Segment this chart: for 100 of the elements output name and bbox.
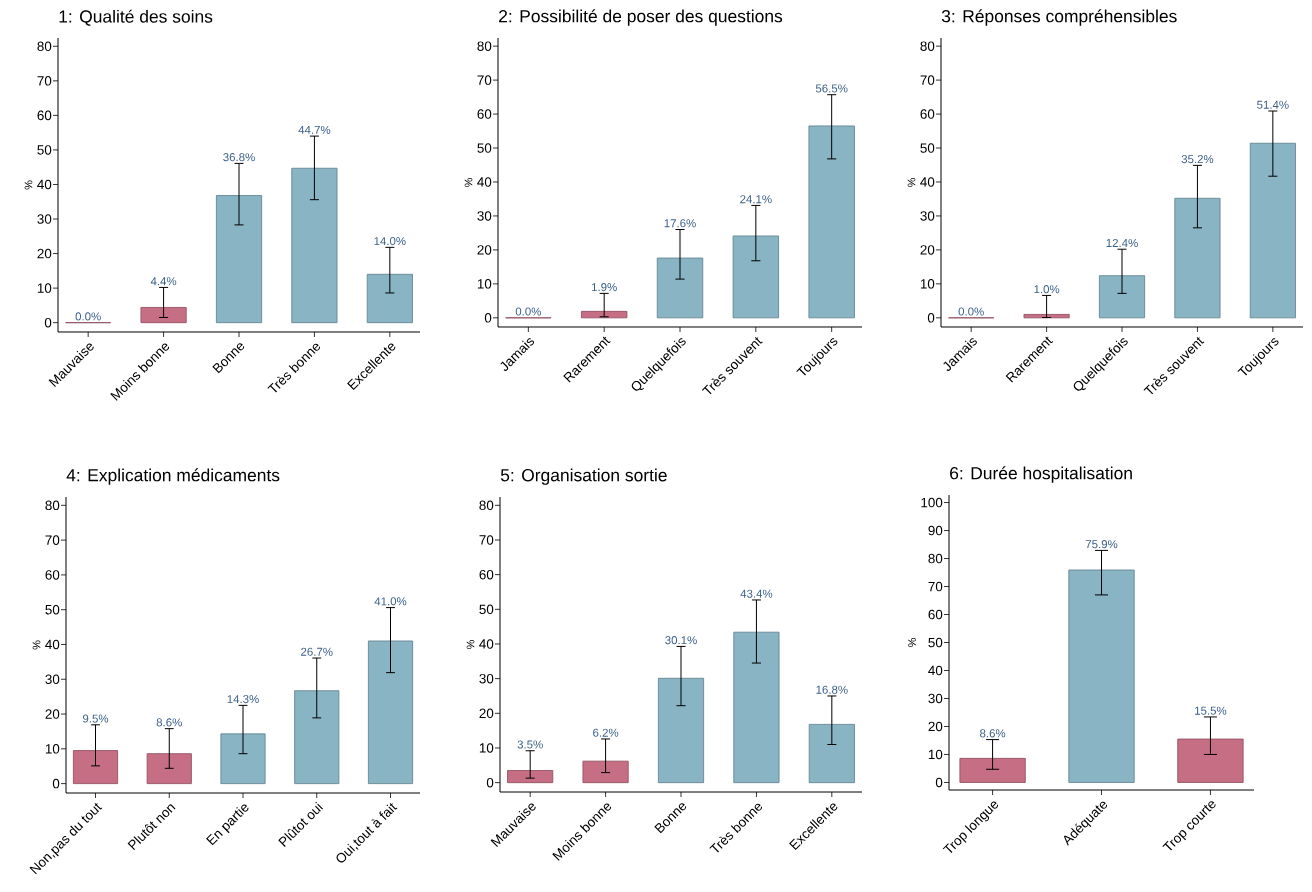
bar: [808, 125, 855, 319]
y-tick-label: 70: [928, 581, 943, 592]
bar: [140, 307, 187, 324]
bar: [1249, 142, 1296, 319]
bar: [215, 195, 263, 324]
y-tick-label: 80: [479, 500, 494, 511]
y-tick-label: 10: [37, 283, 52, 293]
y-tick-label: 30: [477, 211, 492, 221]
bar: [146, 753, 192, 785]
data-label: 0.0%: [958, 307, 984, 316]
y-tick-label: 60: [45, 570, 60, 580]
y-tick-label: 70: [479, 535, 494, 545]
bar: [580, 310, 628, 319]
y-axis-title: %: [32, 640, 41, 650]
data-label: 44.7%: [298, 125, 331, 134]
bar: [959, 757, 1026, 783]
y-tick-label: 10: [920, 279, 935, 289]
y-tick-label: 70: [920, 75, 935, 85]
data-label: 4.4%: [150, 277, 177, 286]
y-tick-label: 60: [37, 110, 52, 121]
data-label: 1.0%: [1034, 285, 1060, 294]
y-tick-label: 70: [37, 76, 52, 86]
y-tick-label: 50: [928, 637, 943, 648]
data-label: 12.4%: [1106, 238, 1138, 248]
data-label: 1.9%: [591, 283, 617, 292]
bar: [733, 631, 780, 784]
y-tick-label: 0: [935, 777, 943, 788]
data-label: 14.3%: [227, 695, 259, 704]
y-tick-label: 30: [37, 214, 52, 224]
chart-title: 6: Durée hospitalisation: [950, 466, 1132, 483]
data-label: 30.1%: [665, 636, 697, 645]
data-label: 0.0%: [515, 307, 541, 316]
y-tick-label: 20: [45, 709, 60, 719]
bar: [656, 257, 704, 319]
data-label: 51.4%: [1257, 100, 1289, 109]
data-label: 3.5%: [517, 740, 543, 749]
bar: [657, 677, 705, 784]
y-tick-label: 90: [928, 525, 943, 536]
y-tick-label: 100: [921, 497, 943, 508]
chart-title: 2: Possibilité de poser des questions: [499, 9, 783, 26]
y-tick-label: 40: [477, 177, 492, 187]
bar: [1177, 738, 1244, 783]
data-label: 9.5%: [82, 714, 109, 723]
data-label: 0.0%: [75, 312, 101, 321]
y-tick-label: 70: [477, 75, 492, 85]
y-tick-label: 0: [484, 313, 492, 323]
y-tick-label: 30: [920, 211, 935, 221]
data-label: 8.6%: [980, 729, 1006, 738]
data-label: 15.5%: [1195, 706, 1227, 715]
y-tick-label: 60: [479, 569, 494, 580]
y-tick-label: 10: [477, 279, 492, 289]
data-label: 36.8%: [223, 153, 255, 162]
bar: [1098, 275, 1146, 319]
chart-title: 1: Qualité des soins: [59, 9, 213, 26]
y-tick-label: 60: [928, 609, 943, 620]
y-tick-label: 0: [486, 777, 494, 788]
data-label: 14.0%: [374, 237, 406, 246]
data-label: 35.2%: [1181, 155, 1214, 164]
data-label: 75.9%: [1085, 540, 1118, 549]
data-label: 26.7%: [301, 647, 333, 656]
y-tick-label: 50: [479, 604, 494, 615]
y-tick-label: 80: [37, 41, 52, 52]
bar: [294, 690, 340, 785]
y-axis-title: %: [466, 640, 475, 649]
y-tick-label: 60: [920, 109, 935, 119]
y-tick-label: 10: [45, 744, 60, 754]
bar: [1023, 313, 1070, 319]
data-label: 24.1%: [740, 195, 772, 204]
chart-title: 5: Organisation sortie: [500, 468, 667, 485]
y-tick-label: 0: [927, 313, 935, 323]
data-label: 16.8%: [816, 685, 848, 694]
bar: [291, 167, 338, 324]
y-tick-label: 10: [479, 743, 494, 753]
y-tick-label: 50: [45, 604, 60, 615]
bar: [220, 733, 266, 785]
y-tick-label: 20: [477, 245, 492, 255]
y-tick-label: 20: [37, 248, 52, 259]
y-tick-label: 30: [479, 673, 494, 684]
data-label: 8.6%: [156, 718, 182, 727]
bar: [582, 760, 629, 784]
data-label: 17.6%: [664, 219, 696, 228]
y-tick-label: 40: [920, 177, 935, 187]
y-tick-label: 0: [44, 317, 52, 328]
y-tick-label: 40: [37, 179, 52, 190]
bar: [1174, 197, 1221, 319]
y-axis-title: %: [907, 178, 916, 187]
y-axis-title: %: [24, 180, 33, 190]
data-label: 6.2%: [593, 728, 619, 737]
bar: [732, 235, 780, 319]
data-label: 56.5%: [815, 84, 848, 93]
y-tick-label: 20: [920, 245, 935, 255]
bar: [808, 723, 855, 784]
y-tick-label: 30: [45, 674, 60, 685]
y-tick-label: 50: [920, 143, 935, 153]
chart-title: 3: Réponses compréhensibles: [941, 9, 1177, 26]
y-tick-label: 60: [477, 109, 492, 119]
y-axis-title: %: [908, 638, 916, 647]
bar: [367, 640, 414, 785]
y-tick-label: 20: [928, 721, 943, 732]
y-tick-label: 10: [928, 749, 943, 760]
